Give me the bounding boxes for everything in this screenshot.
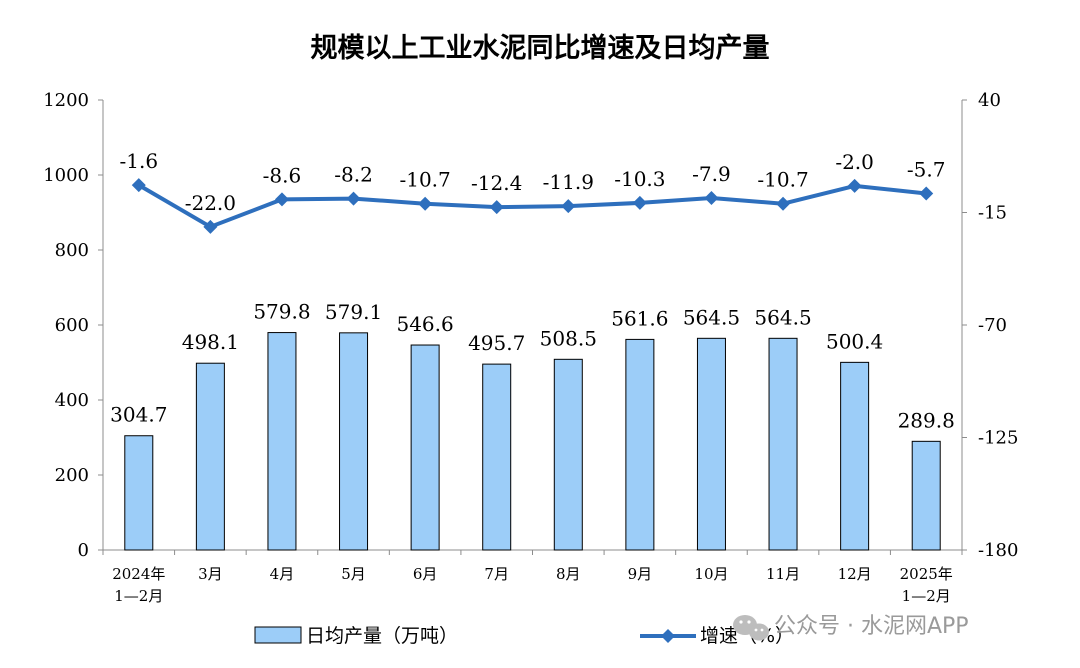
- right-axis-ticks: -180 -125 -70 -15 40: [962, 90, 1018, 561]
- right-tick-label: -70: [978, 315, 1007, 336]
- bar: [840, 361, 870, 551]
- left-tick-label: 200: [55, 465, 89, 486]
- category-label: 2024年: [112, 565, 165, 583]
- category-label: 7月: [484, 565, 509, 583]
- line-data-label: -10.3: [614, 167, 665, 191]
- line-data-label: -1.6: [120, 149, 159, 173]
- legend-line-label: 增速（%）: [700, 625, 794, 647]
- category-label: 4月: [270, 565, 295, 583]
- line-point-marker: [919, 186, 934, 201]
- category-label: 12月: [838, 565, 872, 583]
- line-data-label: -12.4: [471, 171, 522, 195]
- line-data-label: -2.0: [835, 150, 874, 174]
- line-data-label: -8.2: [334, 163, 373, 187]
- bar-data-label: 289.8: [898, 408, 955, 432]
- category-label: 9月: [628, 565, 653, 583]
- line-point-marker: [274, 192, 289, 207]
- bar-data-label: 495.7: [468, 331, 525, 355]
- category-label: 3月: [198, 565, 223, 583]
- left-tick-label: 1200: [43, 90, 89, 111]
- left-axis-ticks: 0 200 400 600 800 1000 1200: [43, 90, 103, 561]
- category-label: 1—2月: [902, 587, 951, 605]
- right-tick-label: -15: [978, 203, 1007, 224]
- left-tick-label: 400: [55, 390, 89, 411]
- line-point-marker: [203, 219, 218, 234]
- line-point-marker: [131, 178, 146, 193]
- bar-data-label: 304.7: [110, 403, 167, 427]
- category-label: 5月: [341, 565, 366, 583]
- line-point-marker: [489, 200, 504, 215]
- line-data-labels: -1.6 -22.0 -8.6 -8.2 -10.7 -12.4 -11.9 -10.3 -7.…: [120, 149, 946, 215]
- left-tick-label: 800: [55, 240, 89, 261]
- watermark-text: 公众号 · 水泥网APP: [774, 614, 969, 639]
- category-label: 10月: [694, 565, 728, 583]
- line-data-label: -7.9: [692, 162, 731, 186]
- category-labels: 2024年 1—2月 3月 4月 5月 6月 7月 8月 9月 10月 11月 12月 2025年 1—2…: [112, 565, 953, 605]
- right-tick-label: 40: [978, 90, 1001, 111]
- bar-data-label: 579.8: [253, 300, 310, 324]
- category-label: 6月: [413, 565, 438, 583]
- line-series: [131, 178, 934, 234]
- right-tick-label: -180: [978, 540, 1018, 561]
- bar: [911, 440, 941, 551]
- bar: [267, 332, 297, 551]
- bar: [696, 337, 726, 551]
- bar: [195, 362, 225, 551]
- bar-data-label: 498.1: [182, 330, 239, 354]
- bar: [124, 435, 154, 551]
- bar: [482, 363, 512, 551]
- bar-data-label: 508.5: [540, 326, 597, 350]
- category-label: 11月: [766, 565, 800, 583]
- line-data-label: -5.7: [907, 157, 946, 181]
- legend-diamond-marker: [661, 629, 675, 643]
- bar-data-labels: 304.7 498.1 579.8 579.1 546.6 495.7 508.5 561.6…: [110, 300, 955, 433]
- legend-bar-swatch: [254, 626, 302, 644]
- line-point-marker: [847, 178, 862, 193]
- chart-title: 规模以上工业水泥同比增速及日均产量: [311, 32, 770, 64]
- growth-rate-line: [137, 183, 927, 229]
- line-data-label: -11.9: [543, 170, 594, 194]
- category-label: 1—2月: [114, 587, 163, 605]
- line-data-label: -10.7: [757, 168, 808, 192]
- category-label: 2025年: [900, 565, 953, 583]
- legend-bar-label: 日均产量（万吨）: [306, 625, 458, 647]
- right-tick-label: -125: [978, 428, 1018, 449]
- bar-data-label: 564.5: [683, 305, 740, 329]
- bar-series: [124, 332, 941, 551]
- line-data-label: -10.7: [399, 168, 450, 192]
- wechat-icon: [733, 615, 769, 641]
- axes: [102, 100, 963, 555]
- line-point-marker: [418, 196, 433, 211]
- bar: [410, 344, 440, 551]
- bar: [768, 337, 798, 551]
- legend: 日均产量（万吨） 增速（%）: [254, 625, 794, 647]
- line-data-label: -8.6: [263, 163, 302, 187]
- bar-data-label: 500.4: [826, 329, 883, 353]
- category-label: 8月: [556, 565, 581, 583]
- left-tick-label: 1000: [43, 165, 89, 186]
- line-point-marker: [776, 196, 791, 211]
- bar-data-label: 546.6: [396, 312, 453, 336]
- bar: [339, 332, 369, 551]
- line-data-label: -22.0: [185, 191, 236, 215]
- left-tick-label: 0: [78, 540, 89, 561]
- line-point-marker: [346, 191, 361, 206]
- bar-data-label: 561.6: [611, 306, 668, 330]
- bar: [625, 338, 655, 551]
- bar-data-label: 579.1: [325, 300, 382, 324]
- bar: [553, 358, 583, 551]
- line-point-marker: [561, 199, 576, 214]
- watermark: 公众号 · 水泥网APP: [733, 614, 969, 641]
- line-point-marker: [632, 195, 647, 210]
- bar-data-label: 564.5: [754, 305, 811, 329]
- line-point-marker: [704, 190, 719, 205]
- left-tick-label: 600: [55, 315, 89, 336]
